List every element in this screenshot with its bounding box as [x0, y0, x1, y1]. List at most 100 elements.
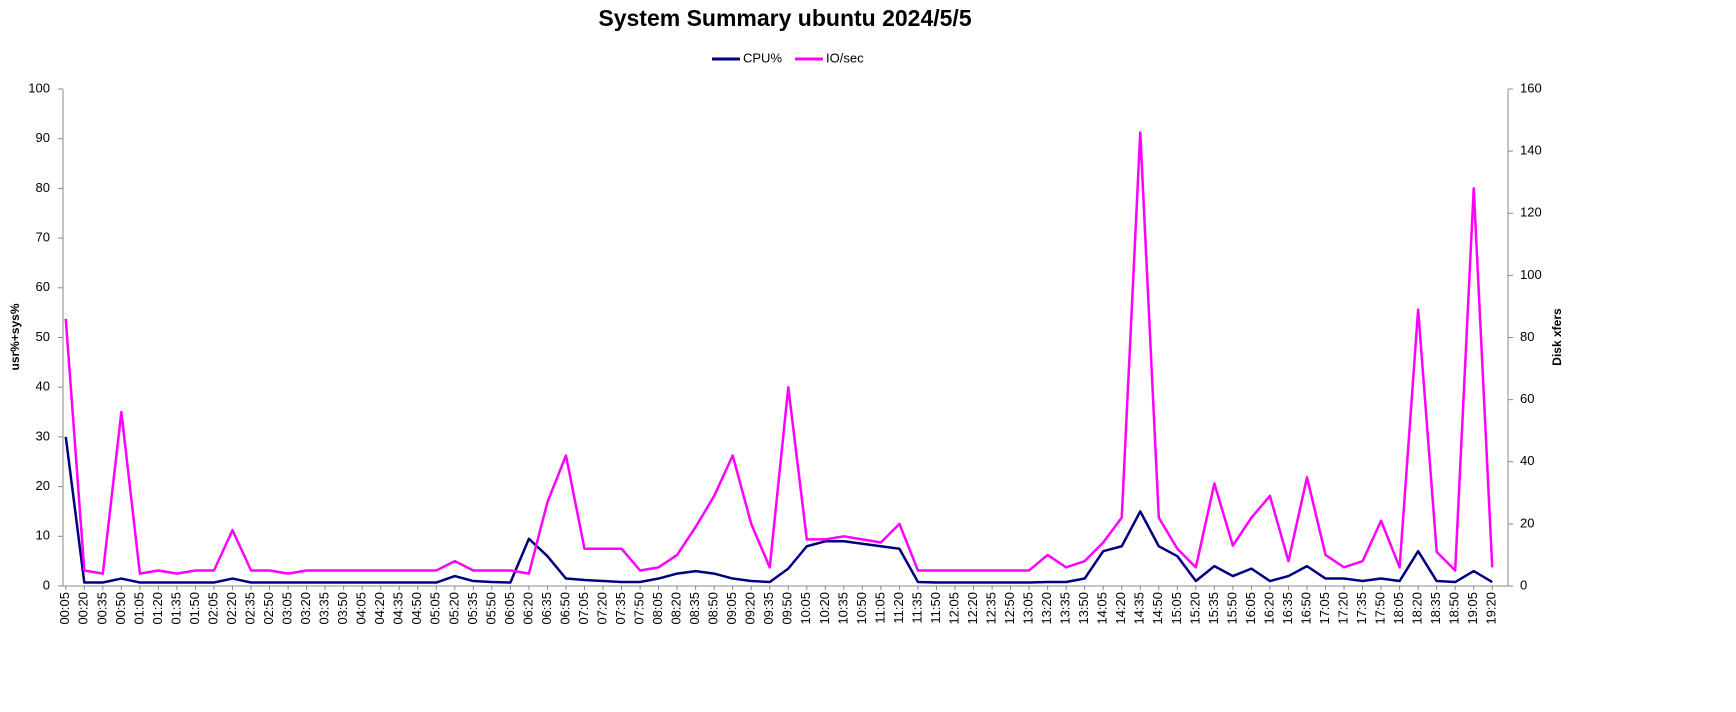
x-tick-label: 06:05 — [502, 592, 517, 625]
x-tick-label: 01:05 — [131, 592, 146, 625]
x-tick-label: 02:35 — [242, 592, 257, 625]
x-tick-label: 00:20 — [76, 592, 91, 625]
x-tick-label: 07:05 — [576, 592, 591, 625]
x-tick-label: 07:35 — [613, 592, 628, 625]
x-tick-label: 13:50 — [1076, 592, 1091, 625]
y2-tick-label: 100 — [1520, 267, 1542, 282]
x-tick-label: 16:20 — [1261, 592, 1276, 625]
x-tick-label: 04:20 — [372, 592, 387, 625]
x-tick-label: 00:50 — [113, 592, 128, 625]
chart-title: System Summary ubuntu 2024/5/5 — [598, 5, 971, 31]
x-tick-label: 16:35 — [1280, 592, 1295, 625]
x-tick-label: 11:50 — [928, 592, 943, 624]
x-tick-label: 13:20 — [1039, 592, 1054, 625]
y-tick-label: 100 — [28, 80, 50, 95]
x-tick-label: 08:35 — [687, 592, 702, 625]
x-tick-label: 04:05 — [354, 592, 369, 625]
x-tick-label: 01:50 — [187, 592, 202, 625]
y2-tick-label: 80 — [1520, 329, 1534, 344]
x-tick-label: 15:35 — [1206, 592, 1221, 625]
x-tick-label: 08:20 — [669, 592, 684, 625]
x-tick-label: 18:05 — [1391, 592, 1406, 625]
y2-tick-label: 160 — [1520, 80, 1542, 95]
x-tick-label: 09:50 — [780, 592, 795, 625]
x-tick-label: 10:20 — [817, 592, 832, 625]
x-tick-label: 05:50 — [483, 592, 498, 625]
x-tick-label: 01:20 — [150, 592, 165, 625]
x-tick-label: 09:05 — [724, 592, 739, 625]
x-tick-label: 14:50 — [1150, 592, 1165, 625]
x-tick-label: 14:20 — [1113, 592, 1128, 625]
x-tick-label: 15:50 — [1224, 592, 1239, 625]
x-tick-label: 02:20 — [224, 592, 239, 625]
legend-label: CPU% — [743, 50, 782, 65]
x-tick-label: 09:35 — [761, 592, 776, 625]
x-tick-label: 02:05 — [205, 592, 220, 625]
x-tick-label: 17:20 — [1335, 592, 1350, 625]
x-tick-label: 03:05 — [280, 592, 295, 625]
legend-label: IO/sec — [826, 50, 864, 65]
x-tick-label: 14:35 — [1132, 592, 1147, 625]
x-tick-label: 12:20 — [965, 592, 980, 625]
x-tick-label: 17:05 — [1317, 592, 1332, 625]
x-tick-label: 18:20 — [1410, 592, 1425, 625]
y-tick-label: 80 — [36, 180, 50, 195]
x-tick-label: 07:50 — [632, 592, 647, 625]
x-tick-label: 07:20 — [594, 592, 609, 625]
x-tick-label: 03:50 — [335, 592, 350, 625]
x-tick-label: 02:50 — [261, 592, 276, 625]
series-line — [64, 131, 1494, 575]
y-tick-label: 20 — [36, 478, 50, 493]
x-tick-label: 19:05 — [1465, 592, 1480, 625]
x-tick-label: 08:50 — [706, 592, 721, 625]
x-tick-label: 08:05 — [650, 592, 665, 625]
x-tick-label: 01:35 — [168, 592, 183, 625]
y2-tick-label: 60 — [1520, 391, 1534, 406]
y-tick-label: 60 — [36, 279, 50, 294]
x-tick-label: 18:35 — [1428, 592, 1443, 625]
x-tick-label: 16:50 — [1298, 592, 1313, 625]
x-tick-label: 06:20 — [520, 592, 535, 625]
x-tick-label: 13:05 — [1021, 592, 1036, 625]
x-tick-label: 04:50 — [409, 592, 424, 625]
x-tick-label: 19:20 — [1484, 592, 1499, 625]
y2-tick-label: 0 — [1520, 577, 1527, 592]
y-tick-label: 0 — [43, 577, 50, 592]
x-tick-label: 05:20 — [446, 592, 461, 625]
x-tick-label: 05:05 — [428, 592, 443, 625]
x-tick-label: 12:35 — [983, 592, 998, 625]
x-tick-label: 17:50 — [1373, 592, 1388, 625]
y-tick-label: 50 — [36, 329, 50, 344]
y-tick-label: 40 — [36, 379, 50, 394]
x-tick-label: 00:35 — [94, 592, 109, 625]
y-tick-label: 30 — [36, 428, 50, 443]
y-tick-label: 70 — [36, 230, 50, 245]
y-tick-label: 10 — [36, 528, 50, 543]
x-tick-label: 06:50 — [557, 592, 572, 625]
x-tick-label: 03:20 — [298, 592, 313, 625]
x-tick-label: 12:05 — [946, 592, 961, 625]
x-tick-label: 18:50 — [1447, 592, 1462, 625]
y-tick-label: 90 — [36, 130, 50, 145]
x-tick-label: 11:05 — [872, 592, 887, 624]
x-tick-label: 11:20 — [891, 592, 906, 624]
x-tick-label: 11:35 — [909, 592, 924, 624]
x-tick-label: 17:35 — [1354, 592, 1369, 625]
x-tick-label: 16:05 — [1243, 592, 1258, 625]
series-line — [64, 436, 1493, 584]
x-tick-label: 00:05 — [57, 592, 72, 625]
y-axis-title: usr%+sys% — [8, 303, 22, 370]
x-tick-label: 10:35 — [835, 592, 850, 625]
x-tick-label: 15:20 — [1187, 592, 1202, 625]
x-tick-label: 14:05 — [1095, 592, 1110, 625]
x-tick-label: 04:35 — [391, 592, 406, 625]
x-tick-label: 06:35 — [539, 592, 554, 625]
x-tick-label: 09:20 — [743, 592, 758, 625]
y2-axis-title: Disk xfers — [1550, 308, 1564, 366]
x-tick-label: 15:05 — [1169, 592, 1184, 625]
y2-tick-label: 40 — [1520, 453, 1534, 468]
x-tick-label: 10:05 — [798, 592, 813, 625]
x-tick-label: 03:35 — [317, 592, 332, 625]
x-tick-label: 05:35 — [465, 592, 480, 625]
